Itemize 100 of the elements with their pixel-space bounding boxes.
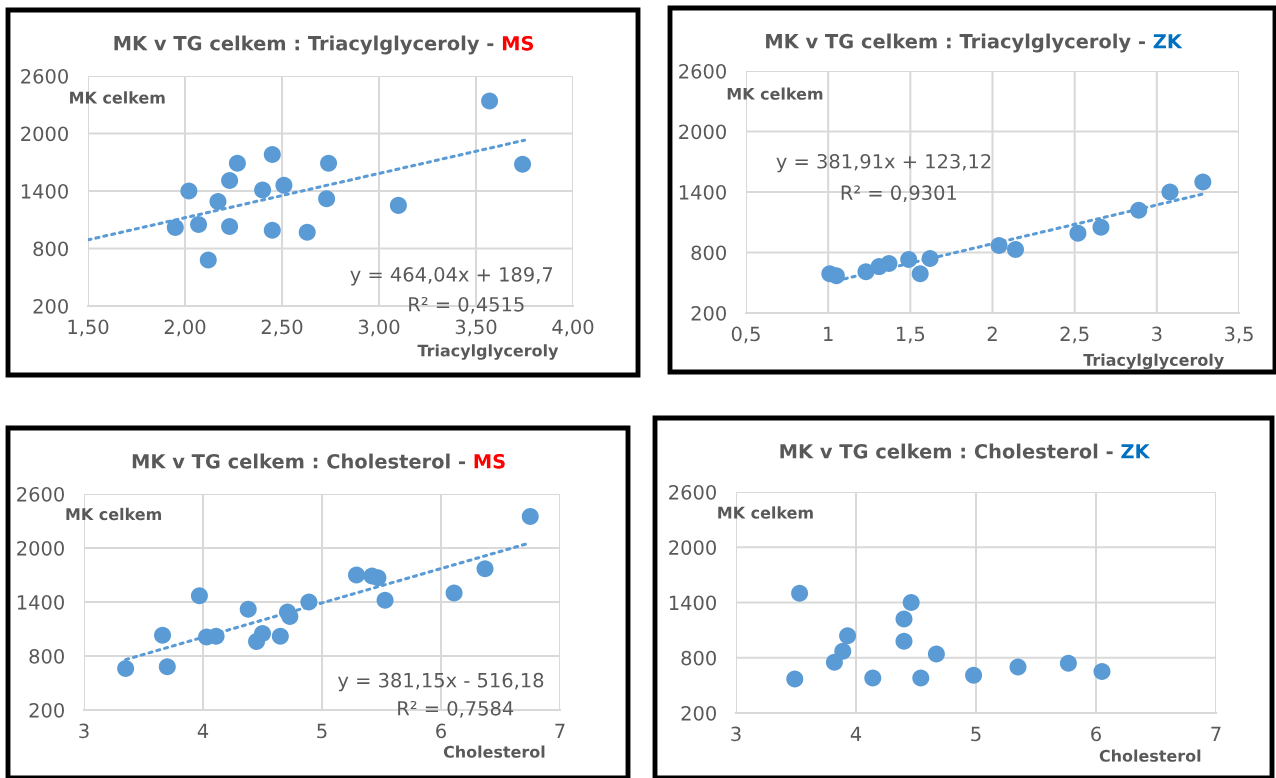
y-tick-label: 2600: [679, 63, 726, 79]
point: [1007, 240, 1025, 258]
point: [927, 645, 945, 663]
x-tick-label: 1,50: [68, 319, 109, 337]
point: [228, 154, 246, 172]
y-tick-label: 200: [29, 702, 64, 718]
point: [965, 666, 983, 684]
point: [180, 182, 198, 200]
annotation: y = 381,91x + 123,12: [776, 153, 991, 173]
y-tick-label: 2000: [679, 124, 726, 140]
x-tick-label: 4: [850, 726, 862, 741]
annotation: R² = 0,9301: [841, 185, 957, 203]
point: [839, 627, 857, 645]
point: [389, 196, 407, 214]
point: [348, 566, 366, 584]
point: [791, 584, 809, 602]
point: [275, 176, 293, 194]
annotation: R² = 0,7584: [398, 700, 514, 718]
x-axis-title: Cholesterol: [443, 745, 545, 758]
point: [199, 251, 217, 269]
point: [318, 190, 336, 208]
x-axis-title: Cholesterol: [1099, 749, 1201, 762]
point: [1059, 654, 1077, 672]
point: [864, 669, 882, 687]
point: [154, 626, 172, 644]
point: [221, 171, 239, 189]
point: [514, 155, 532, 173]
x-tick-label: 2,00: [164, 319, 206, 337]
point: [209, 193, 227, 211]
point: [1092, 218, 1110, 236]
y-axis-title: MK celkem: [727, 87, 823, 100]
x-axis-title: Triacylglyceroly: [1083, 353, 1224, 370]
point: [990, 236, 1008, 254]
x-tick-label: 3,5: [1225, 326, 1253, 344]
y-tick-label: 1400: [21, 183, 68, 199]
point: [158, 658, 176, 676]
x-tick-label: 0,5: [731, 326, 760, 344]
point: [298, 223, 316, 241]
x-tick-label: 5: [971, 726, 981, 742]
annotation: R² = 0,4515: [409, 296, 524, 314]
y-tick-label: 800: [29, 648, 64, 664]
point: [271, 627, 289, 645]
y-tick-label: 800: [33, 241, 68, 257]
chart-title: MK v TG celkem : Triacylglyceroly - ZK: [766, 33, 1183, 53]
x-tick-label: 3,00: [358, 319, 400, 337]
x-tick-label: 6: [436, 723, 446, 739]
point: [239, 600, 257, 618]
point: [376, 591, 394, 609]
y-tick-label: 200: [33, 298, 68, 314]
y-tick-label: 800: [681, 650, 716, 666]
point: [253, 624, 272, 643]
x-axis-title: Triacylglyceroly: [417, 344, 559, 360]
point: [895, 632, 913, 650]
y-tick-label: 1400: [17, 594, 64, 610]
x-tick-label: 7: [555, 723, 565, 738]
x-tick-label: 4: [197, 723, 209, 738]
point: [1069, 224, 1087, 242]
y-tick-label: 1400: [679, 184, 726, 200]
x-tick-label: 1: [824, 326, 833, 341]
point: [911, 265, 929, 283]
x-tick-label: 2,50: [261, 319, 303, 337]
point: [902, 593, 920, 612]
y-tick-label: 2600: [17, 486, 64, 502]
y-tick-label: 2000: [669, 540, 716, 555]
point: [300, 593, 318, 611]
chart-title: MK v TG celkem : Cholesterol - ZK: [780, 443, 1151, 459]
y-axis-title: MK celkem: [718, 506, 813, 519]
point: [221, 217, 239, 235]
annotation: y = 464,04x + 189,7: [350, 267, 553, 286]
x-tick-label: 3: [731, 726, 741, 742]
point: [786, 670, 804, 688]
point: [263, 146, 281, 164]
point: [190, 587, 208, 605]
point: [320, 154, 338, 172]
point: [912, 669, 930, 687]
point: [254, 181, 272, 199]
point: [476, 560, 494, 578]
x-tick-label: 3,50: [455, 319, 497, 337]
chart-title: MK v TG celkem : Triacylglyceroly - MS: [114, 35, 534, 55]
point: [117, 660, 135, 678]
point: [880, 255, 898, 273]
y-tick-label: 2600: [21, 68, 68, 84]
x-tick-label: 3: [79, 723, 89, 739]
point: [1194, 173, 1212, 191]
point: [1130, 201, 1148, 219]
point: [857, 263, 875, 281]
point: [166, 218, 184, 236]
point: [1093, 663, 1111, 681]
x-tick-label: 1,5: [897, 326, 925, 344]
x-tick-label: 7: [1211, 726, 1221, 741]
x-tick-label: 4,00: [552, 319, 594, 337]
point: [481, 92, 499, 110]
y-tick-label: 200: [691, 305, 726, 321]
point: [1161, 183, 1179, 201]
x-tick-label: 3: [1152, 326, 1162, 342]
x-tick-label: 2,5: [1060, 326, 1089, 344]
point: [521, 507, 539, 526]
y-tick-label: 2000: [21, 126, 68, 142]
y-axis-title: MK celkem: [66, 507, 161, 521]
x-tick-label: 6: [1091, 726, 1101, 742]
